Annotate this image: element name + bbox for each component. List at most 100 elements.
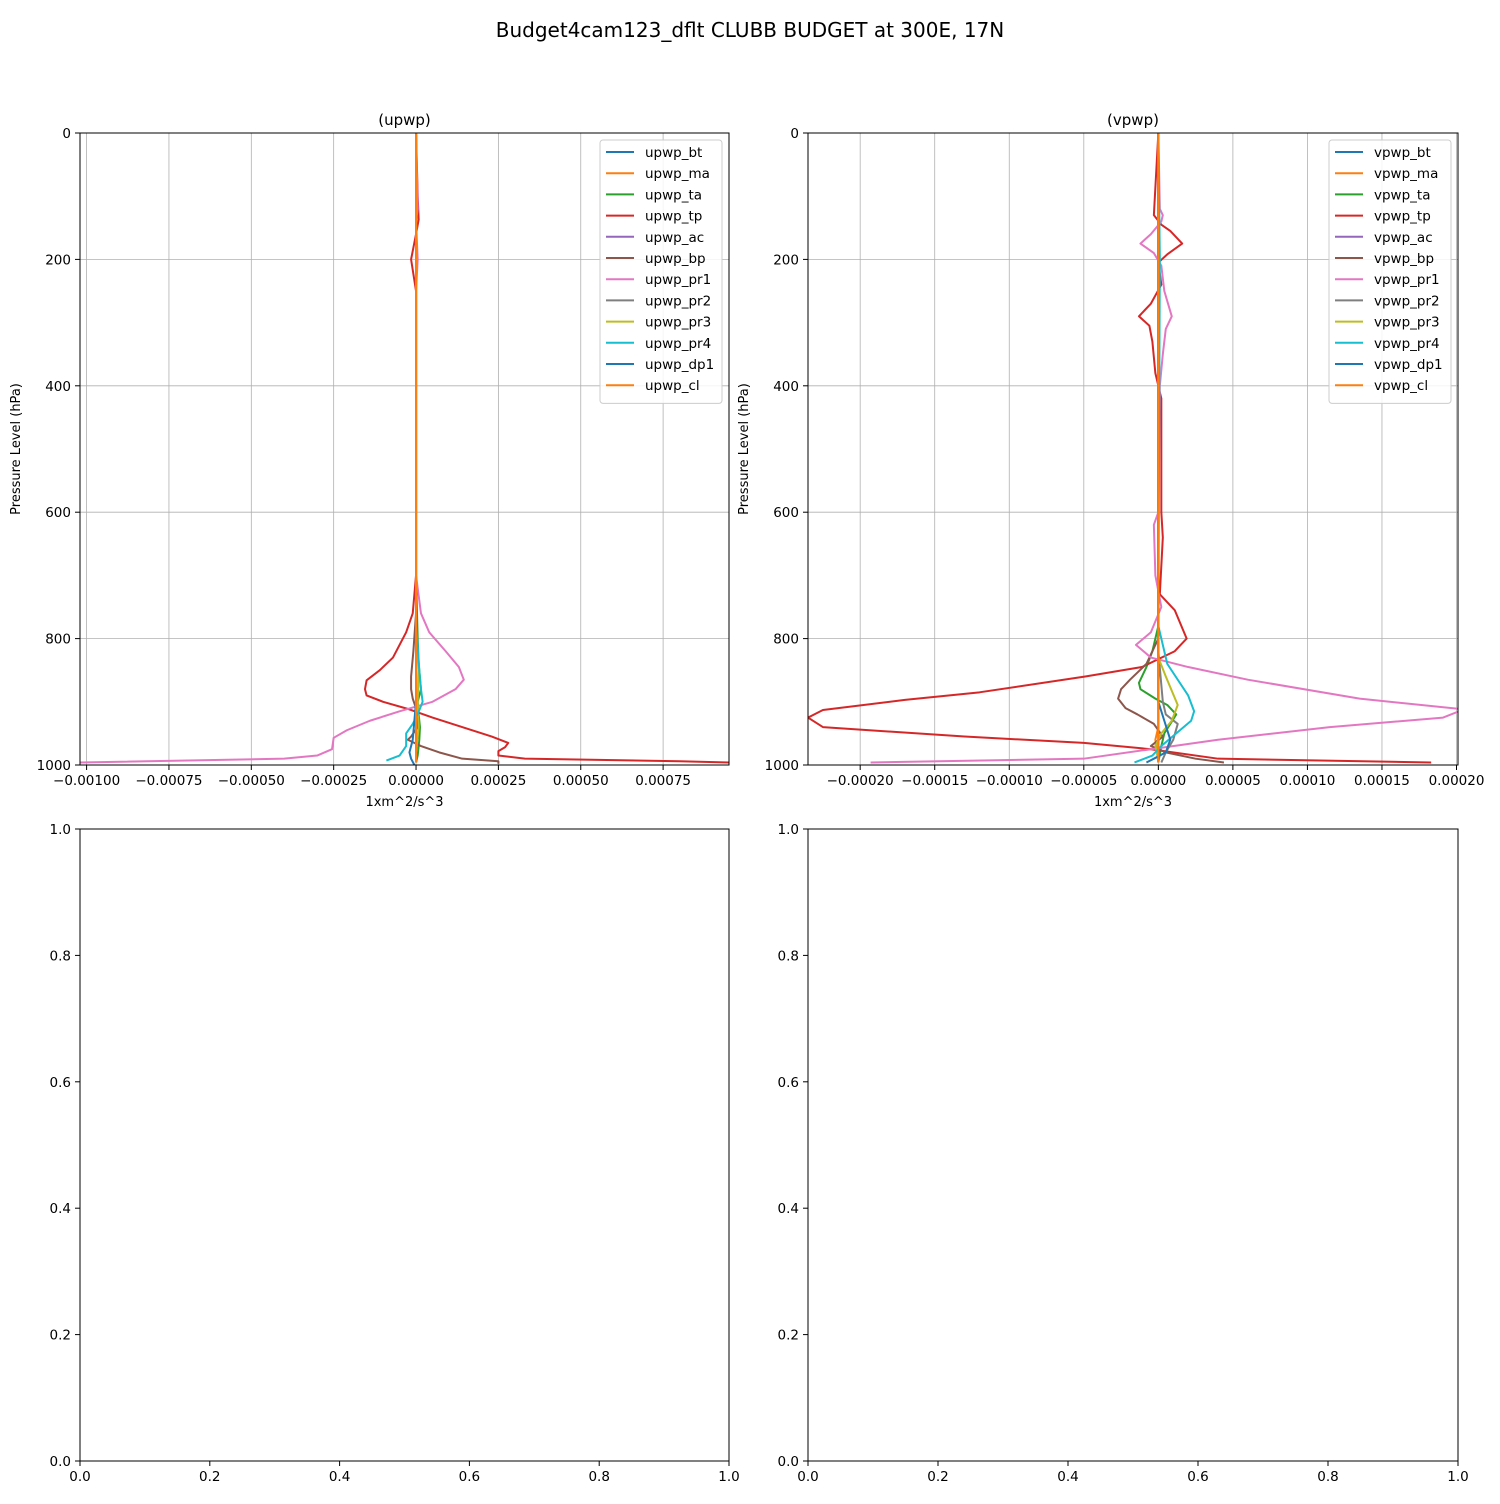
- x-tick-label: 0.2: [199, 1469, 220, 1485]
- y-tick-label: 0.8: [50, 948, 71, 964]
- series-line-upwp_pr1: [80, 133, 465, 764]
- subplot-1: −0.00100 −0.00075 −0.00050 −0.00025 0.00000 0…: [9, 111, 730, 810]
- y-tick-label: 200: [45, 252, 71, 268]
- series-group: [808, 133, 1458, 764]
- x-tick-label: 0.00005: [1205, 773, 1261, 789]
- y-axis-label: Pressure Level (hPa): [9, 383, 24, 515]
- legend-label: vpwp_bp: [1374, 251, 1434, 267]
- subplot-3: 0.0 0.2 0.4 0.6 0.8 1.0 0.0 0.2 0.4 0.6 0.8 1.0: [50, 822, 740, 1485]
- x-tick-label: −0.00075: [135, 773, 202, 789]
- legend: vpwp_bt vpwp_ma vpwp_ta vpwp_tp vpwp_ac vpwp_…: [1328, 139, 1452, 404]
- legend-label: upwp_bp: [645, 251, 706, 267]
- x-tick-label: 0.00015: [1354, 773, 1410, 789]
- y-tick-label: 800: [773, 632, 799, 648]
- legend-label: upwp_pr4: [645, 336, 711, 352]
- x-tick-label: 0.6: [1187, 1469, 1208, 1485]
- subplot-2: −0.00020 −0.00015 −0.00010 −0.00005 0.00000 0…: [737, 111, 1484, 810]
- y-tick-label: 1000: [765, 758, 799, 774]
- x-tick-label: −0.00050: [218, 773, 285, 789]
- x-tick-label: 0.8: [1317, 1469, 1338, 1485]
- subplot-title: (vpwp): [1107, 111, 1159, 129]
- legend-label: upwp_ta: [645, 187, 702, 203]
- series-line-upwp_pr4: [386, 133, 424, 762]
- x-tick-label: −0.00025: [300, 773, 367, 789]
- legend-label: upwp_pr3: [645, 315, 711, 331]
- legend-box: [599, 139, 723, 404]
- y-axis-label: Pressure Level (hPa): [737, 383, 752, 515]
- legend-label: vpwp_dp1: [1374, 357, 1443, 373]
- axes-frame: [807, 828, 1459, 1462]
- x-tick-label: 1.0: [718, 1469, 739, 1485]
- legend: upwp_bt upwp_ma upwp_ta upwp_tp upwp_ac upwp_…: [599, 139, 723, 404]
- x-tick-label: 0.4: [329, 1469, 350, 1485]
- y-tick-label: 0.6: [50, 1075, 71, 1091]
- legend-label: vpwp_ta: [1374, 187, 1431, 203]
- y-tick-label: 0.8: [778, 948, 799, 964]
- legend-label: vpwp_ma: [1374, 166, 1438, 182]
- legend-label: vpwp_ac: [1374, 230, 1433, 246]
- x-tick-label: 0.4: [1057, 1469, 1078, 1485]
- legend-label: vpwp_tp: [1374, 209, 1431, 225]
- x-tick-label: 0.00020: [1429, 773, 1485, 789]
- legend-label: vpwp_bt: [1374, 145, 1431, 161]
- y-tick-label: 0.0: [778, 1454, 799, 1470]
- series-group: [80, 133, 729, 765]
- figure-suptitle: Budget4cam123_dflt CLUBB BUDGET at 300E,…: [496, 18, 1004, 42]
- axes-frame: [807, 132, 1459, 766]
- y-tick-label: 600: [45, 505, 71, 521]
- legend-label: upwp_cl: [645, 378, 700, 394]
- x-tick-label: −0.00005: [1050, 773, 1117, 789]
- x-tick-label: 0.00050: [553, 773, 609, 789]
- axes-frame: [79, 132, 730, 766]
- legend-label: upwp_bt: [645, 145, 702, 161]
- x-tick-label: 0.8: [588, 1469, 609, 1485]
- x-tick-label: 0.00075: [635, 773, 691, 789]
- y-tick-label: 1000: [37, 758, 71, 774]
- x-tick-label: 0.6: [459, 1469, 480, 1485]
- legend-label: upwp_pr2: [645, 293, 711, 309]
- y-tick-label: 0: [790, 126, 799, 142]
- axes-frame: [79, 828, 730, 1462]
- legend-label: upwp_ma: [645, 166, 710, 182]
- x-tick-label: −0.00100: [53, 773, 120, 789]
- y-tick-label: 0.2: [778, 1328, 799, 1344]
- x-tick-label: 0.0: [797, 1469, 818, 1485]
- x-tick-label: 0.00025: [470, 773, 526, 789]
- legend-box: [1328, 139, 1452, 404]
- y-tick-label: 0.0: [50, 1454, 71, 1470]
- legend-label: vpwp_cl: [1374, 378, 1428, 394]
- legend-label: upwp_ac: [645, 230, 704, 246]
- y-tick-label: 400: [773, 379, 799, 395]
- legend-label: vpwp_pr2: [1374, 293, 1440, 309]
- y-tick-label: 400: [45, 379, 71, 395]
- x-tick-label: 1.0: [1447, 1469, 1468, 1485]
- series-line-vpwp_pr1: [870, 133, 1458, 764]
- y-tick-label: 200: [773, 252, 799, 268]
- y-tick-label: 600: [773, 505, 799, 521]
- x-axis-label: 1xm^2/s^3: [365, 795, 443, 810]
- y-tick-label: 0: [62, 126, 71, 142]
- x-tick-label: 0.2: [927, 1469, 948, 1485]
- series-line-vpwp_pr3: [1154, 133, 1179, 759]
- y-tick-label: 0.6: [778, 1075, 799, 1091]
- y-tick-label: 1.0: [50, 822, 71, 838]
- subplot-title: (upwp): [378, 111, 431, 129]
- legend-label: vpwp_pr1: [1374, 272, 1440, 288]
- y-tick-label: 800: [45, 632, 71, 648]
- legend-label: vpwp_pr3: [1374, 315, 1440, 331]
- legend-label: upwp_pr1: [645, 272, 711, 288]
- x-tick-label: −0.00015: [901, 773, 968, 789]
- legend-label: upwp_tp: [645, 209, 702, 225]
- series-line-upwp_tp: [363, 133, 729, 764]
- x-tick-label: −0.00010: [976, 773, 1043, 789]
- x-tick-label: −0.00020: [827, 773, 894, 789]
- y-tick-label: 0.2: [50, 1328, 71, 1344]
- legend-label: vpwp_pr4: [1374, 336, 1440, 352]
- y-tick-label: 1.0: [778, 822, 799, 838]
- x-tick-label: 0.00010: [1280, 773, 1336, 789]
- x-tick-label: 0.0: [69, 1469, 90, 1485]
- series-line-vpwp_bp: [1117, 133, 1225, 764]
- x-axis-label: 1xm^2/s^3: [1094, 795, 1172, 810]
